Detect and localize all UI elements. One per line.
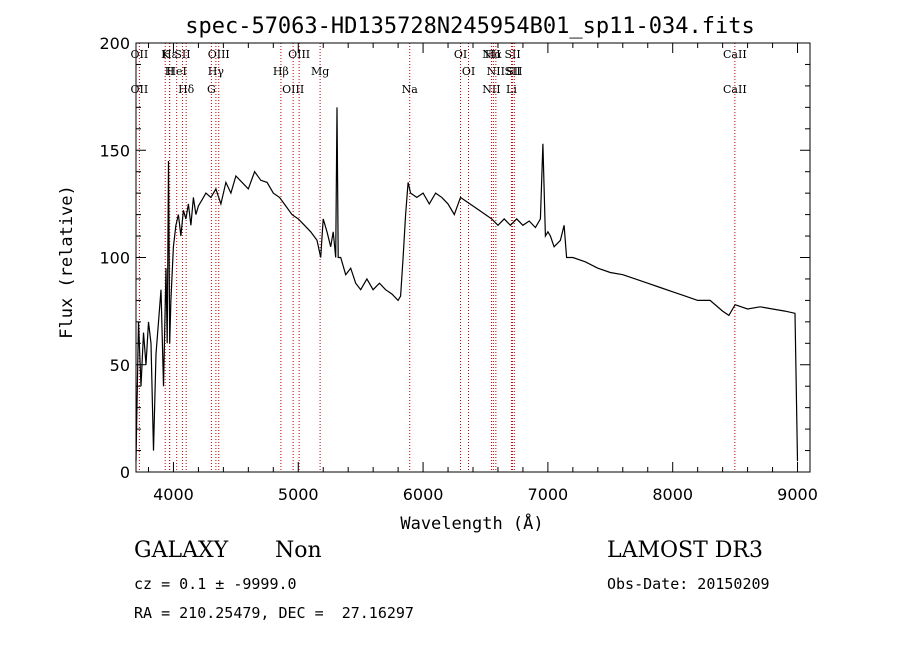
line-label: Hγ: [208, 65, 225, 78]
obs-date: Obs-Date: 20150209: [607, 575, 770, 593]
plot-frame: [135, 42, 811, 473]
x-axis-label: Wavelength (Å): [400, 512, 543, 534]
line-label: Hδ: [178, 83, 195, 96]
line-label: OI: [454, 48, 467, 61]
line-label: Hβ: [273, 65, 289, 78]
y-axis-label: Flux (relative): [57, 185, 77, 339]
object-class: GALAXY: [134, 538, 229, 563]
x-tick-label: 6000: [403, 485, 444, 504]
x-tick-label: 5000: [278, 485, 319, 504]
line-label: HeI: [166, 65, 186, 78]
line-label: OIII: [282, 83, 304, 96]
line-label: CaII: [723, 48, 747, 61]
x-tick-label: 9000: [777, 485, 818, 504]
line-label: SII: [504, 65, 520, 78]
y-tick-label: 200: [99, 34, 130, 53]
line-label: Na: [402, 83, 419, 96]
chart-title: spec-57063-HD135728N245954B01_sp11-034.f…: [185, 14, 755, 39]
line-label: OIII: [208, 48, 230, 61]
line-label: Li: [506, 83, 517, 96]
spectrum-line: [135, 107, 799, 462]
line-label: OII: [131, 83, 149, 96]
coordinates: RA = 210.25479, DEC = 27.16297: [134, 604, 414, 622]
line-label: K: [161, 48, 170, 61]
x-tick-label: 7000: [528, 485, 569, 504]
line-label: G: [207, 83, 216, 96]
line-label: NII: [487, 65, 505, 78]
survey-name: LAMOST DR3: [607, 538, 763, 563]
line-label: H: [165, 65, 175, 78]
x-tick-label: 4000: [153, 485, 194, 504]
line-label: NII: [482, 83, 500, 96]
line-label: Mg: [311, 65, 329, 78]
line-label: OIII: [288, 48, 310, 61]
redshift-info: cz = 0.1 ± -9999.0: [134, 575, 297, 593]
object-subclass: Non: [275, 538, 322, 563]
y-tick-label: 0: [120, 463, 130, 482]
line-label: SII: [504, 48, 520, 61]
line-label: NII: [482, 48, 500, 61]
line-label: OII: [131, 48, 149, 61]
y-tick-label: 100: [99, 249, 130, 268]
y-tick-label: 50: [110, 356, 130, 375]
line-label: OI: [462, 65, 475, 78]
line-label: SII: [506, 65, 522, 78]
y-tick-label: 150: [99, 141, 130, 160]
line-label: CaII: [723, 83, 747, 96]
line-label: SII: [174, 48, 190, 61]
x-tick-label: 8000: [652, 485, 693, 504]
line-label: Hα: [485, 48, 503, 61]
